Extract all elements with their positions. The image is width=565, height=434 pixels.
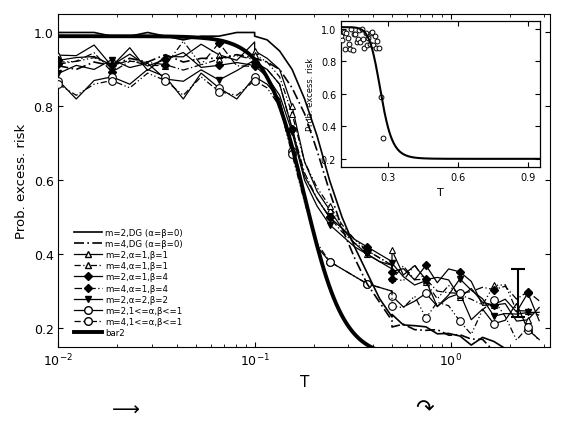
X-axis label: T: T: [299, 374, 309, 389]
Text: $\curvearrowright$: $\curvearrowright$: [411, 396, 436, 416]
Legend: m=2,DG (α=β=0), m=4,DG (α=β=0), m=2,α=1,β=1, m=4,α=1,β=1, m=2,α=1,β=4, m=4,α=1,β: m=2,DG (α=β=0), m=4,DG (α=β=0), m=2,α=1,…: [72, 227, 185, 339]
Text: $\longrightarrow$: $\longrightarrow$: [108, 398, 141, 416]
Y-axis label: Prob. excess. risk: Prob. excess. risk: [15, 123, 28, 238]
